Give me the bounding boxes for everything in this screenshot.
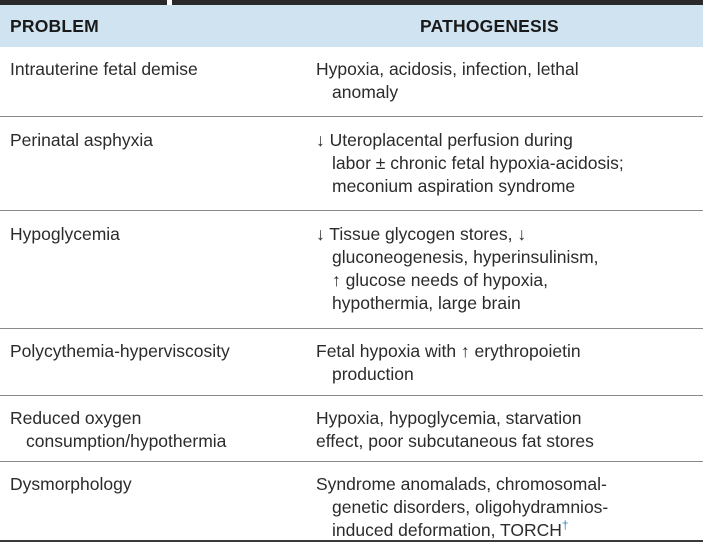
- top-rule: [0, 0, 167, 5]
- table-row: Intrauterine fetal demise Hypoxia, acido…: [0, 47, 703, 116]
- table-row: Hypoglycemia ↓ Tissue glycogen stores, ↓…: [0, 210, 703, 328]
- pathogenesis-text: anomaly: [332, 82, 399, 102]
- pathogenesis-cell: ↓ Tissue glycogen stores, ↓ gluconeogene…: [306, 223, 703, 328]
- pathogenesis-text: ↑ glucose needs of hypoxia,: [332, 270, 548, 290]
- table-header: PROBLEM PATHOGENESIS: [0, 5, 703, 47]
- pathogenesis-cell: Syndrome anomalads, chromosomal- genetic…: [306, 473, 703, 543]
- pathogenesis-cell: ↓ Uteroplacental perfusion during labor …: [306, 129, 703, 210]
- pathogenesis-cell: Hypoxia, hypoglycemia, starvation effect…: [306, 407, 703, 461]
- problem-text: consumption/hypothermia: [26, 431, 227, 451]
- header-pathogenesis: PATHOGENESIS: [420, 15, 559, 36]
- pathogenesis-text: Fetal hypoxia with ↑ erythropoietin: [316, 341, 581, 361]
- problem-text: Reduced oxygen: [10, 408, 142, 428]
- pathogenesis-text: Syndrome anomalads, chromosomal-: [316, 474, 607, 494]
- pathogenesis-text: genetic disorders, oligohydramnios-: [332, 497, 609, 517]
- table-body: Intrauterine fetal demise Hypoxia, acido…: [0, 47, 703, 543]
- table-row: Polycythemia-hyperviscosity Fetal hypoxi…: [0, 328, 703, 395]
- pathogenesis-text: induced deformation, TORCH: [332, 520, 562, 540]
- footnote-mark: †: [561, 518, 569, 533]
- header-problem: PROBLEM: [10, 15, 99, 36]
- pathogenesis-text: effect, poor subcutaneous fat stores: [316, 431, 594, 451]
- problem-text: Hypoglycemia: [10, 224, 120, 244]
- pathogenesis-cell: Hypoxia, acidosis, infection, lethal ano…: [306, 58, 703, 116]
- pathogenesis-text: meconium aspiration syndrome: [332, 176, 576, 196]
- pathogenesis-text: gluconeogenesis, hyperinsulinism,: [332, 247, 599, 267]
- problem-cell: Intrauterine fetal demise: [0, 58, 306, 116]
- pathogenesis-text: production: [332, 364, 414, 384]
- table-row: Reduced oxygen consumption/hypothermia H…: [0, 395, 703, 461]
- problem-cell: Polycythemia-hyperviscosity: [0, 340, 306, 395]
- pathogenesis-text: Hypoxia, hypoglycemia, starvation: [316, 408, 582, 428]
- problem-cell: Perinatal asphyxia: [0, 129, 306, 210]
- table-row: Perinatal asphyxia ↓ Uteroplacental perf…: [0, 116, 703, 210]
- bottom-rule: [0, 540, 703, 542]
- problem-cell: Dysmorphology: [0, 473, 306, 543]
- top-rule: [172, 0, 703, 5]
- pathogenesis-text: Hypoxia, acidosis, infection, lethal: [316, 59, 579, 79]
- pathogenesis-text: hypothermia, large brain: [332, 293, 521, 313]
- problem-text: Perinatal asphyxia: [10, 130, 153, 150]
- problem-cell: Reduced oxygen consumption/hypothermia: [0, 407, 306, 461]
- pathogenesis-cell: Fetal hypoxia with ↑ erythropoietin prod…: [306, 340, 703, 395]
- problem-text: Polycythemia-hyperviscosity: [10, 341, 230, 361]
- pathogenesis-text: labor ± chronic fetal hypoxia-acidosis;: [332, 153, 624, 173]
- problem-text: Intrauterine fetal demise: [10, 59, 198, 79]
- pathogenesis-text: ↓ Uteroplacental perfusion during: [316, 130, 573, 150]
- problem-cell: Hypoglycemia: [0, 223, 306, 328]
- pathogenesis-line: induced deformation, TORCH†: [316, 519, 703, 542]
- pathogenesis-text: ↓ Tissue glycogen stores, ↓: [316, 224, 527, 244]
- table-row: Dysmorphology Syndrome anomalads, chromo…: [0, 461, 703, 543]
- problem-text: Dysmorphology: [10, 474, 132, 494]
